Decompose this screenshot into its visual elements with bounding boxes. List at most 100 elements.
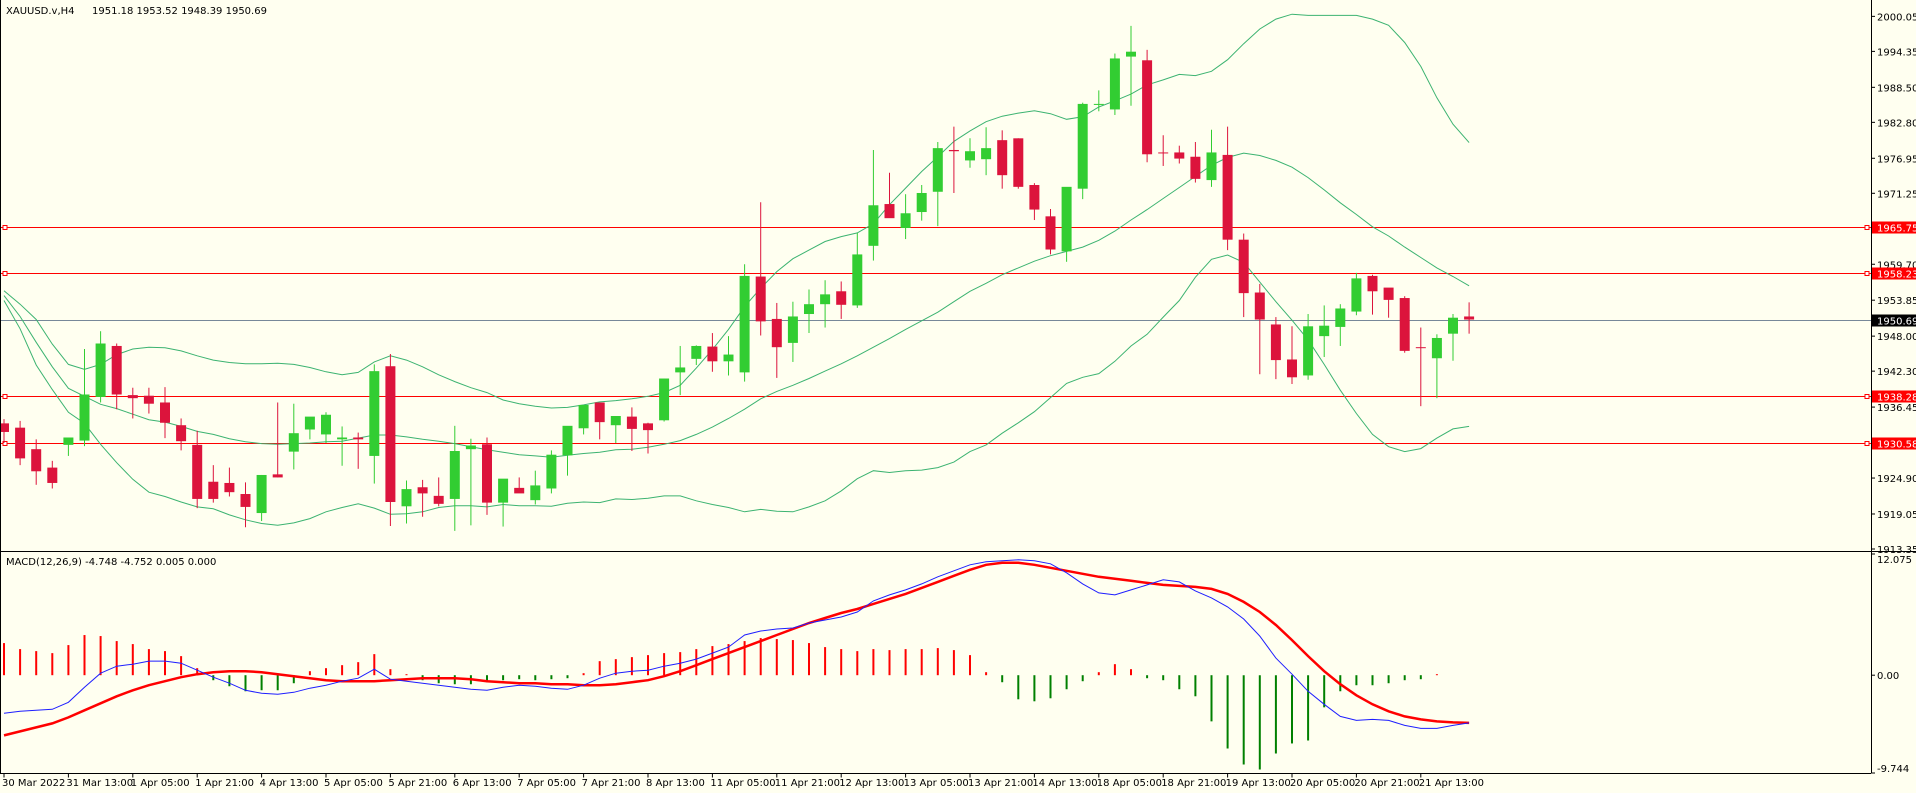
level-handle (1864, 394, 1870, 399)
level-price-label: 1930.58 (1877, 440, 1916, 451)
candle-bull (900, 213, 911, 229)
candle-bear (240, 494, 251, 507)
candle-bull (562, 425, 573, 456)
candle-bull (288, 433, 299, 452)
candle-bear (111, 345, 122, 395)
macd-tick-label: 12.075 (1877, 555, 1912, 566)
candle-bear (755, 276, 766, 322)
candle-bull (1126, 51, 1136, 57)
candle-bull (932, 148, 943, 192)
candle-bear (47, 467, 58, 483)
candle-bear (514, 487, 525, 494)
candle-bull (691, 345, 702, 359)
level-handle (1864, 271, 1870, 276)
macd-pane[interactable] (3, 559, 1470, 770)
price-tick-label: 1988.50 (1877, 83, 1916, 94)
candle-bull (1448, 317, 1458, 334)
candle-bear (192, 444, 203, 499)
candle-bull (981, 148, 992, 160)
candle-bear (1158, 152, 1169, 154)
candle-bear (1174, 152, 1185, 159)
candle-bull (659, 378, 670, 421)
time-tick-label: 20 Apr 21:00 (1354, 778, 1419, 789)
candle-bear (433, 495, 444, 504)
candle-bear (1190, 156, 1201, 179)
time-tick-label: 5 Apr 21:00 (388, 778, 447, 789)
candle-bear (707, 346, 718, 362)
price-tick-label: 1924.90 (1877, 474, 1916, 485)
bollinger-upper (3, 13, 1470, 409)
candle-bull (820, 294, 831, 305)
candle-bear (1013, 138, 1024, 187)
candle-bull (530, 485, 541, 501)
price-tick-label: 1982.80 (1877, 118, 1916, 129)
candle-bull (449, 451, 460, 499)
candle-bear (176, 425, 187, 442)
price-tick-label: 1948.00 (1877, 332, 1916, 343)
price-tick-label: 1953.85 (1877, 296, 1916, 307)
candle-bull (498, 478, 509, 503)
price-tick-label: 1976.95 (1877, 154, 1916, 165)
price-tick-label: 1994.35 (1877, 47, 1916, 58)
candle-bear (1367, 275, 1378, 292)
candle-bear (1270, 324, 1281, 361)
candle-bear (1238, 239, 1249, 294)
level-price-label: 1965.75 (1877, 224, 1916, 235)
macd-main-line (3, 559, 1470, 729)
time-tick-label: 18 Apr 05:00 (1097, 778, 1162, 789)
candle-bull (401, 489, 412, 507)
time-tick-label: 8 Apr 13:00 (646, 778, 705, 789)
candle-bear (1415, 347, 1426, 349)
candle-bull (965, 151, 975, 161)
candle-bear (1045, 216, 1056, 250)
bollinger-lower (3, 254, 1470, 526)
candle-bull (1109, 58, 1120, 110)
candle-bull (675, 367, 686, 373)
time-tick-label: 12 Apr 13:00 (839, 778, 904, 789)
candle-bull (804, 304, 814, 315)
candle-bear (417, 487, 428, 494)
candle-bear (353, 437, 364, 440)
candle-bull (578, 404, 589, 429)
level-price-tag (1872, 267, 1916, 280)
candle-bear (643, 423, 653, 431)
time-tick-label: 1 Apr 05:00 (131, 778, 190, 789)
candle-bull (1077, 103, 1088, 189)
price-tick-label: 1919.05 (1877, 510, 1916, 521)
symbol-label: XAUUSD.v,H4 (6, 6, 75, 17)
candle-bull (739, 275, 750, 373)
candle-bear (160, 402, 170, 423)
candle-bull (321, 414, 331, 435)
macd-tick-label: 0.00 (1877, 671, 1899, 682)
ohlc-label: 1951.18 1953.52 1948.39 1950.69 (92, 6, 267, 17)
candle-bear (997, 140, 1008, 176)
candle-bull (369, 371, 380, 456)
level-handle (1864, 441, 1870, 446)
candle-bull (1206, 152, 1217, 181)
price-tick-label: 1971.25 (1877, 189, 1916, 200)
price-tick-label: 1942.30 (1877, 367, 1916, 378)
level-price-tag (1872, 221, 1916, 234)
candle-bull (868, 205, 879, 246)
candle-bear (884, 204, 895, 219)
time-tick-label: 4 Apr 13:00 (260, 778, 319, 789)
price-pane[interactable] (0, 13, 1871, 531)
time-tick-label: 11 Apr 05:00 (710, 778, 775, 789)
level-handle (1864, 225, 1870, 230)
candle-bull (95, 343, 106, 397)
candle-bull (1351, 278, 1362, 312)
macd-label: MACD(12,26,9) -4.748 -4.752 0.005 0.000 (6, 557, 216, 568)
candle-bull (63, 437, 74, 445)
level-price-label: 1938.28 (1877, 393, 1916, 404)
candle-bull (1303, 326, 1314, 376)
candle-bear (1029, 185, 1040, 210)
price-tick-label: 2000.05 (1877, 12, 1916, 23)
candle-bear (594, 402, 605, 423)
level-handle (2, 394, 8, 399)
candle-bear (15, 427, 26, 459)
time-tick-label: 7 Apr 21:00 (582, 778, 641, 789)
time-tick-label: 30 Mar 2022 (2, 778, 65, 789)
candle-bull (465, 445, 476, 450)
